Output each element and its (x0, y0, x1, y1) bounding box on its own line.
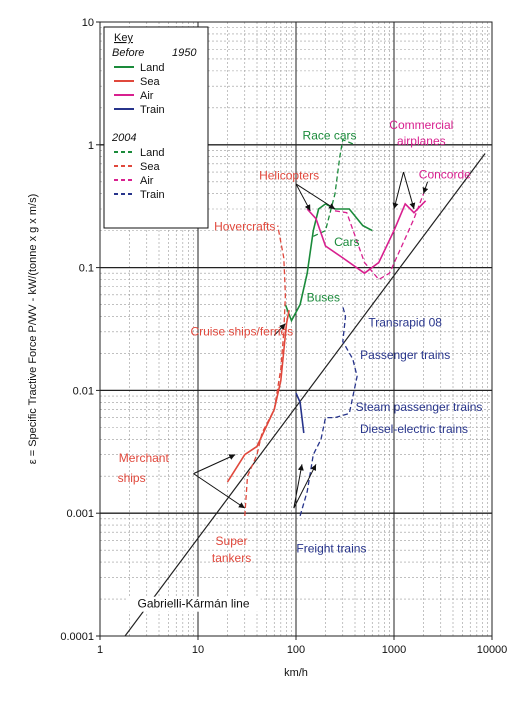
annotation-arrow (295, 183, 311, 212)
legend-group-heading: 2004 (111, 132, 136, 144)
x-tick-label: 1000 (382, 644, 406, 656)
annotation-arrow (422, 181, 429, 194)
annotation-steam-passenger-trains: Steam passenger trains (356, 400, 483, 414)
legend-group-year: 1950 (172, 47, 197, 59)
x-tick-label: 1 (97, 644, 103, 656)
y-tick-label: 0.01 (73, 385, 94, 397)
annotation-arrow (293, 464, 317, 509)
annotation-tankers: tankers (212, 551, 251, 565)
annotation-cars: Cars (334, 235, 359, 249)
annotation-arrow (293, 464, 304, 509)
annotation-arrow (193, 473, 246, 509)
legend-label-sea: Sea (140, 76, 160, 88)
annotation-airplanes: airplanes (397, 134, 446, 148)
legend-label-land: Land (140, 147, 164, 159)
legend-label-air: Air (140, 175, 154, 187)
y-tick-label: 0.001 (66, 508, 94, 520)
x-tick-label: 10 (192, 644, 204, 656)
annotation-arrow (273, 323, 286, 336)
sea-2004-series-line (244, 225, 287, 516)
legend-title: Key (114, 32, 133, 44)
annotation-race-cars: Race cars (303, 129, 357, 143)
annotation-hovercrafts: Hovercrafts (214, 220, 275, 234)
x-axis-title: km/h (284, 667, 308, 679)
train-2004-series-line (299, 306, 358, 517)
annotation-helicopters: Helicopters (259, 169, 319, 183)
train-before-1950-series-line (295, 392, 305, 434)
annotation-cruise-ships-ferries: Cruise ships/ferries (190, 324, 293, 338)
axis-ticks: 1 10 100 1000 10000 0.0001 0.001 0.01 0.1 1 10 (60, 17, 507, 656)
annotation-super: Super (216, 534, 248, 548)
legend-label-train: Train (140, 189, 165, 201)
air-2004-series-line (334, 193, 425, 281)
x-tick-label: 10000 (477, 644, 508, 656)
x-tick-label: 100 (287, 644, 305, 656)
legend-label-land: Land (140, 62, 164, 74)
annotations: Race cars Commercial airplanes Helicopters C… (118, 118, 483, 612)
y-axis-title: ε = Specific Tractive Force P/WV - kW/(t… (27, 194, 39, 465)
legend-label-sea: Sea (140, 161, 160, 173)
annotation-buses: Buses (307, 290, 340, 304)
annotation-commercial: Commercial (389, 118, 453, 132)
legend-label-air: Air (140, 90, 154, 102)
annotation-diesel-electric-trains: Diesel-electric trains (360, 422, 468, 436)
y-tick-label: 0.1 (79, 263, 94, 275)
annotation-arrow (392, 171, 404, 210)
annotation-transrapid-08: Transrapid 08 (368, 316, 442, 330)
land-before-1950-series-line (284, 202, 373, 323)
reference-line (124, 153, 486, 637)
annotation-merchant: Merchant (119, 451, 170, 465)
series-lines (226, 138, 427, 517)
gabrielli-karman-reference-line (124, 153, 486, 637)
land-2004-series-line (313, 138, 356, 237)
annotation-arrow (403, 171, 416, 210)
air-before-1950-series-line (306, 200, 427, 275)
annotation-arrow (295, 183, 336, 210)
annotation-ships: ships (118, 471, 146, 485)
annotation-arrow (193, 454, 236, 475)
annotation-freight-trains: Freight trains (296, 541, 366, 555)
annotation-background (126, 596, 261, 612)
annotation-concorde: Concorde (419, 168, 471, 182)
annotation-passenger-trains: Passenger trains (360, 348, 450, 362)
legend-label-train: Train (140, 104, 165, 116)
annotation-arrows (193, 171, 429, 509)
y-tick-label: 0.0001 (60, 631, 94, 643)
legend: Key Before 1950 Land Sea Air Train 2004 Land Sea A… (103, 26, 209, 229)
legend-group-heading: Before (112, 47, 144, 59)
annotation-gabrielli-k-rm-n-line: Gabrielli-Kármán line (137, 597, 249, 611)
y-tick-label: 1 (88, 140, 94, 152)
y-tick-label: 10 (82, 17, 94, 29)
